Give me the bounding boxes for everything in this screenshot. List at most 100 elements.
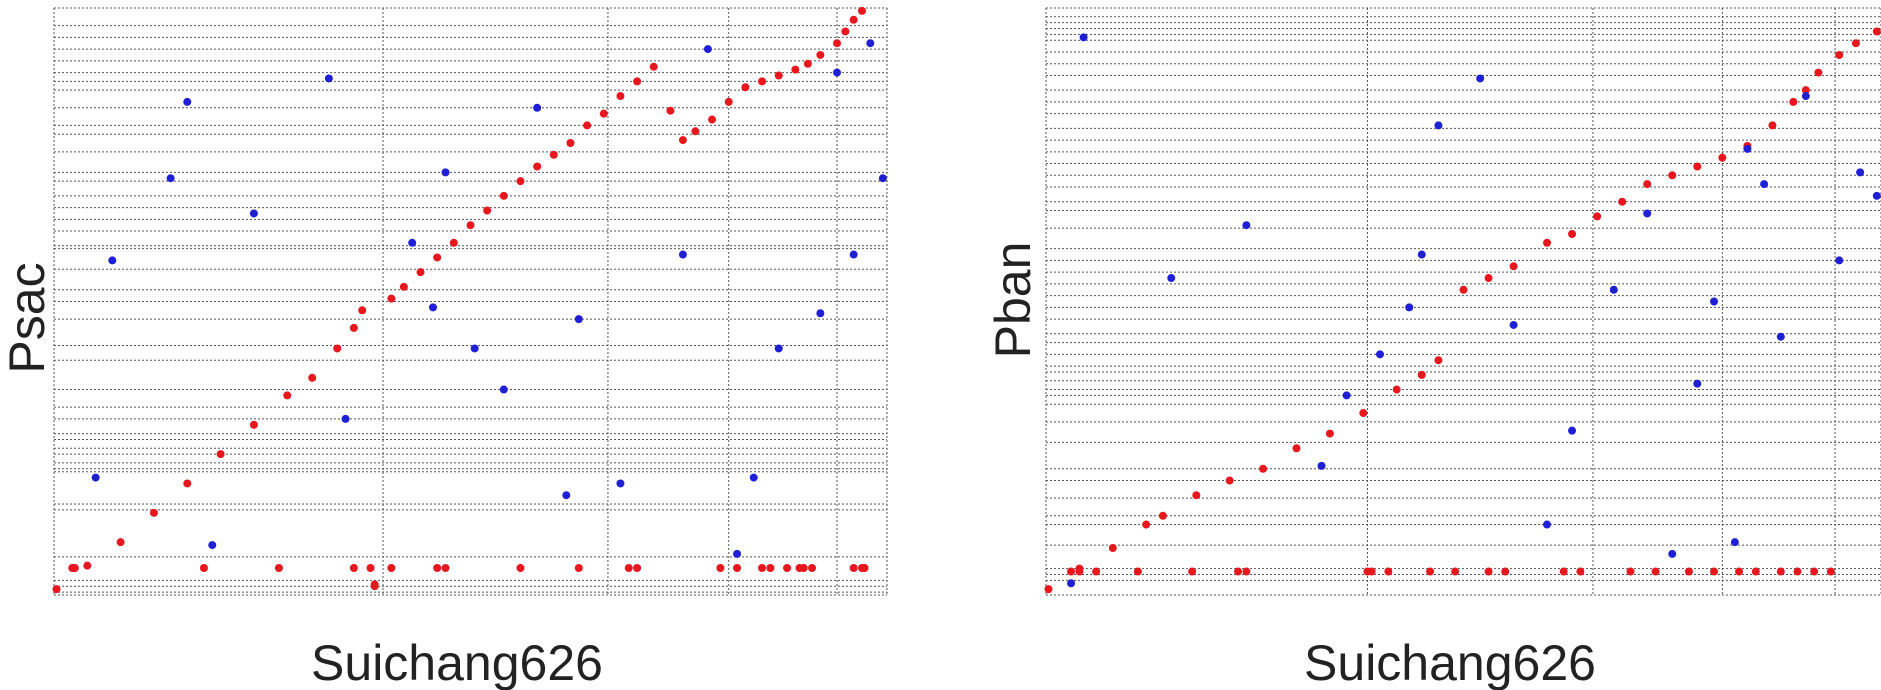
dot-psac [366,563,375,572]
dot-pban [1618,197,1627,206]
dot-psac [791,65,800,74]
dot-pban [1434,356,1443,365]
dot-psac [733,549,742,558]
dot-psac [599,109,608,118]
dot-pban [1325,429,1334,438]
x-axis-label-psac: Suichang626 [311,635,603,690]
dot-pban [1718,153,1727,162]
dot-pban [1108,544,1117,553]
grid-lines-psac [53,7,888,596]
dot-psac [208,541,217,550]
dot-psac [549,150,558,159]
dot-pban [1693,379,1702,388]
dot-pban [1559,567,1568,576]
dot-psac [83,561,92,570]
dot-pban [1835,256,1844,265]
dot-pban [1814,68,1823,77]
dot-psac [516,563,525,572]
dot-psac [878,174,887,183]
dot-pban [1234,567,1243,576]
dot-psac [324,74,333,83]
dot-pban [1626,567,1635,576]
dot-psac [429,303,438,312]
dot-pban [1192,491,1201,500]
dot-pban [1793,567,1802,576]
dot-pban [1509,262,1518,271]
dot-pban [1789,97,1798,106]
dot-pban [1693,162,1702,171]
dot-psac [574,563,583,572]
dot-psac [183,479,192,488]
dot-psac [678,136,687,145]
dots-psac [52,6,887,594]
dot-psac [433,563,442,572]
dot-psac [466,221,475,230]
dot-psac [666,106,675,115]
dot-psac [866,39,875,48]
dot-psac [516,177,525,186]
dot-psac [733,563,742,572]
dot-pban [1417,370,1426,379]
dot-psac [860,563,869,572]
dot-psac [816,309,825,318]
dot-pban [1710,567,1718,576]
dot-pban [1643,180,1652,189]
dot-pban [1384,567,1393,576]
dot-psac [849,15,858,24]
y-axis-label-psac: Psac [0,262,55,373]
dot-pban [1856,168,1865,177]
dot-pban [1872,191,1881,200]
dot-psac [758,563,767,572]
dot-pban [1751,567,1760,576]
dot-pban [1710,297,1718,306]
dot-psac [149,508,158,517]
x-axis-label-pban: Suichang626 [1304,635,1596,690]
dot-pban [1292,444,1301,453]
dot-psac [616,479,625,488]
dot-pban [1851,39,1860,48]
dot-psac [741,83,750,92]
dot-psac [774,71,783,80]
dot-psac [758,77,767,86]
dot-psac [387,563,396,572]
dot-pban [1242,221,1251,230]
dot-psac [799,563,808,572]
dot-pban [1826,567,1835,576]
dot-psac [470,344,479,353]
dot-pban [1044,585,1053,594]
dot-pban [1801,86,1810,95]
dot-psac [349,323,358,332]
dot-psac [816,50,825,59]
dot-psac [308,373,317,382]
dot-psac [624,563,633,572]
dot-psac [749,473,758,482]
dot-pban [1188,567,1197,576]
dot-psac [91,473,100,482]
dot-pban [1651,567,1660,576]
dot-psac [499,191,508,200]
dot-psac [808,563,817,572]
dot-psac [358,306,367,315]
dot-psac [633,563,642,572]
dot-pban [1367,567,1376,576]
dot-psac [678,250,687,259]
dot-pban [1501,567,1510,576]
dot-pban [1259,464,1268,473]
dot-pban [1643,209,1652,218]
dot-psac [441,563,450,572]
dot-psac [616,92,625,101]
dot-pban [1242,567,1251,576]
dot-pban [1484,567,1493,576]
dot-psac [774,344,783,353]
dot-pban [1392,385,1401,394]
dot-pban [1768,121,1777,130]
dot-psac [216,450,225,459]
dot-pban [1543,520,1551,529]
dot-psac [574,315,583,324]
dot-psac [116,538,125,547]
dot-psac [703,45,712,54]
dot-psac [408,238,417,247]
dot-psac [841,27,850,36]
dot-psac [399,282,408,291]
